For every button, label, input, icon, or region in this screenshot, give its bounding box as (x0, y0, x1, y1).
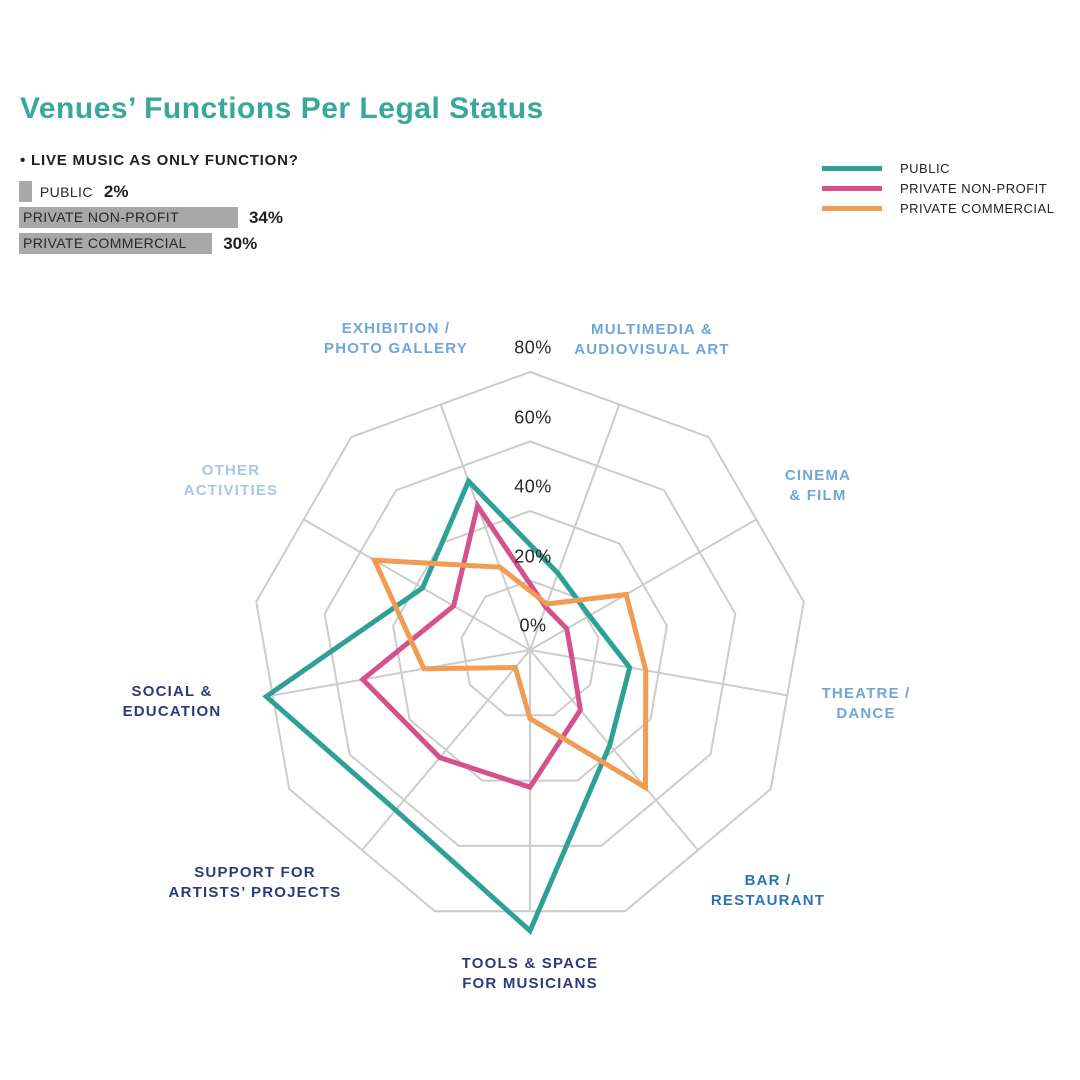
bar-value: 34% (248, 207, 283, 227)
legend-label: PUBLIC (900, 160, 950, 176)
scale-tick-20: 20% (514, 546, 552, 566)
scale-tick-0: 0% (519, 615, 547, 636)
bar-label: PRIVATE NON-PROFIT (23, 209, 180, 225)
radar-spoke-support-for-artists-projects (361, 649, 531, 851)
bar-row: PUBLIC 2% (19, 181, 439, 202)
bar-row: PRIVATE NON-PROFIT 34% (19, 207, 439, 228)
legend-swatch (822, 165, 882, 171)
bar-row: PRIVATE COMMERCIAL 30% (19, 233, 439, 254)
bar-value: 30% (223, 233, 258, 253)
live-music-question-heading: • LIVE MUSIC AS ONLY FUNCTION? (20, 152, 299, 169)
legend-label: PRIVATE NON-PROFIT (900, 180, 1048, 196)
axis-label-support-for-artists-projects: SUPPORT FOR ARTISTS’ PROJECTS (168, 864, 342, 901)
bar-fill: PRIVATE COMMERCIAL (19, 233, 213, 254)
axis-label-theatre-dance: THEATRE / DANCE (821, 685, 911, 722)
legend-swatch (822, 185, 882, 191)
radar-spoke-other-activities (303, 518, 531, 651)
radar-series-private-commercial (370, 557, 649, 792)
axis-label-multimedia-audiovisual-art: MULTIMEDIA & AUDIOVISUAL ART (574, 321, 730, 358)
radar-spoke-exhibition-photo-gallery (439, 404, 531, 651)
bar-value: 2% (103, 181, 129, 201)
radar-spoke-bar-restaurant (529, 649, 699, 851)
bar-fill (19, 181, 32, 202)
legend-item: PUBLIC (822, 158, 1054, 178)
scale-tick-80: 80% (514, 337, 552, 358)
page-title: Venues’ Functions Per Legal Status (20, 92, 544, 125)
legend-item: PRIVATE NON-PROFIT (822, 178, 1054, 198)
axis-label-cinema-film: CINEMA & FILM (784, 467, 852, 504)
axis-label-social-education: SOCIAL & EDUCATION (122, 683, 222, 720)
axis-label-other-activities: OTHER ACTIVITIES (183, 462, 279, 499)
bar-fill: PRIVATE NON-PROFIT (19, 207, 238, 228)
radar-grid (255, 370, 805, 913)
radar-spoke-theatre-dance (529, 649, 788, 697)
axis-label-bar-restaurant: BAR / RESTAURANT (710, 872, 826, 909)
radar-series-public (262, 476, 633, 936)
legend-swatch (822, 205, 882, 211)
scale-tick-40: 40% (514, 476, 552, 497)
legend: PUBLIC PRIVATE NON-PROFIT PRIVATE COMMERCI… (822, 158, 1054, 218)
radar-series-private-non-profit (359, 499, 583, 791)
legend-label: PRIVATE COMMERCIAL (900, 200, 1055, 216)
bar-label: PRIVATE COMMERCIAL (23, 235, 187, 251)
radar-spoke-social-education (272, 649, 531, 697)
bar-label: PUBLIC (39, 183, 93, 200)
scale-tick-60: 60% (514, 407, 552, 427)
legend-item: PRIVATE COMMERCIAL (822, 198, 1054, 218)
live-music-bar-chart: PUBLIC 2% PRIVATE NON-PROFIT 34% PRIVATE COM… (19, 181, 439, 259)
axis-label-exhibition-photo-gallery: EXHIBITION / PHOTO GALLERY (324, 320, 468, 357)
radar-spoke-multimedia-audiovisual-art (529, 404, 621, 651)
axis-label-tools-space-for-musicians: TOOLS & SPACE FOR MUSICIANS (461, 955, 599, 992)
